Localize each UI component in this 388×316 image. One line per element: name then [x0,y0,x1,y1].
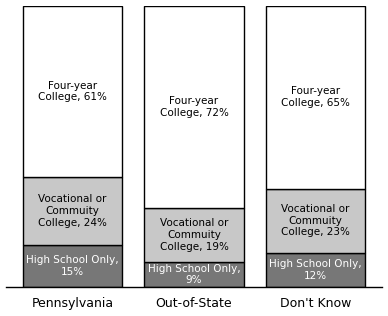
Bar [144,208,244,262]
Text: Four-year
College, 65%: Four-year College, 65% [281,86,350,108]
Text: Four-year
College, 72%: Four-year College, 72% [159,96,229,118]
Text: Four-year
College, 61%: Four-year College, 61% [38,81,107,102]
Bar [144,6,244,208]
Text: Vocational or
Commuity
College, 23%: Vocational or Commuity College, 23% [281,204,350,238]
Text: High School Only,
12%: High School Only, 12% [269,259,362,281]
Bar [23,6,122,177]
Bar [144,262,244,287]
Text: Vocational or
Commuity
College, 24%: Vocational or Commuity College, 24% [38,194,107,228]
Text: High School Only,
9%: High School Only, 9% [148,264,240,285]
Text: Vocational or
Commuity
College, 19%: Vocational or Commuity College, 19% [159,218,229,252]
Bar [266,189,365,253]
Bar [23,177,122,245]
Bar [23,245,122,287]
Bar [266,6,365,189]
Text: High School Only,
15%: High School Only, 15% [26,255,119,277]
Bar [266,253,365,287]
